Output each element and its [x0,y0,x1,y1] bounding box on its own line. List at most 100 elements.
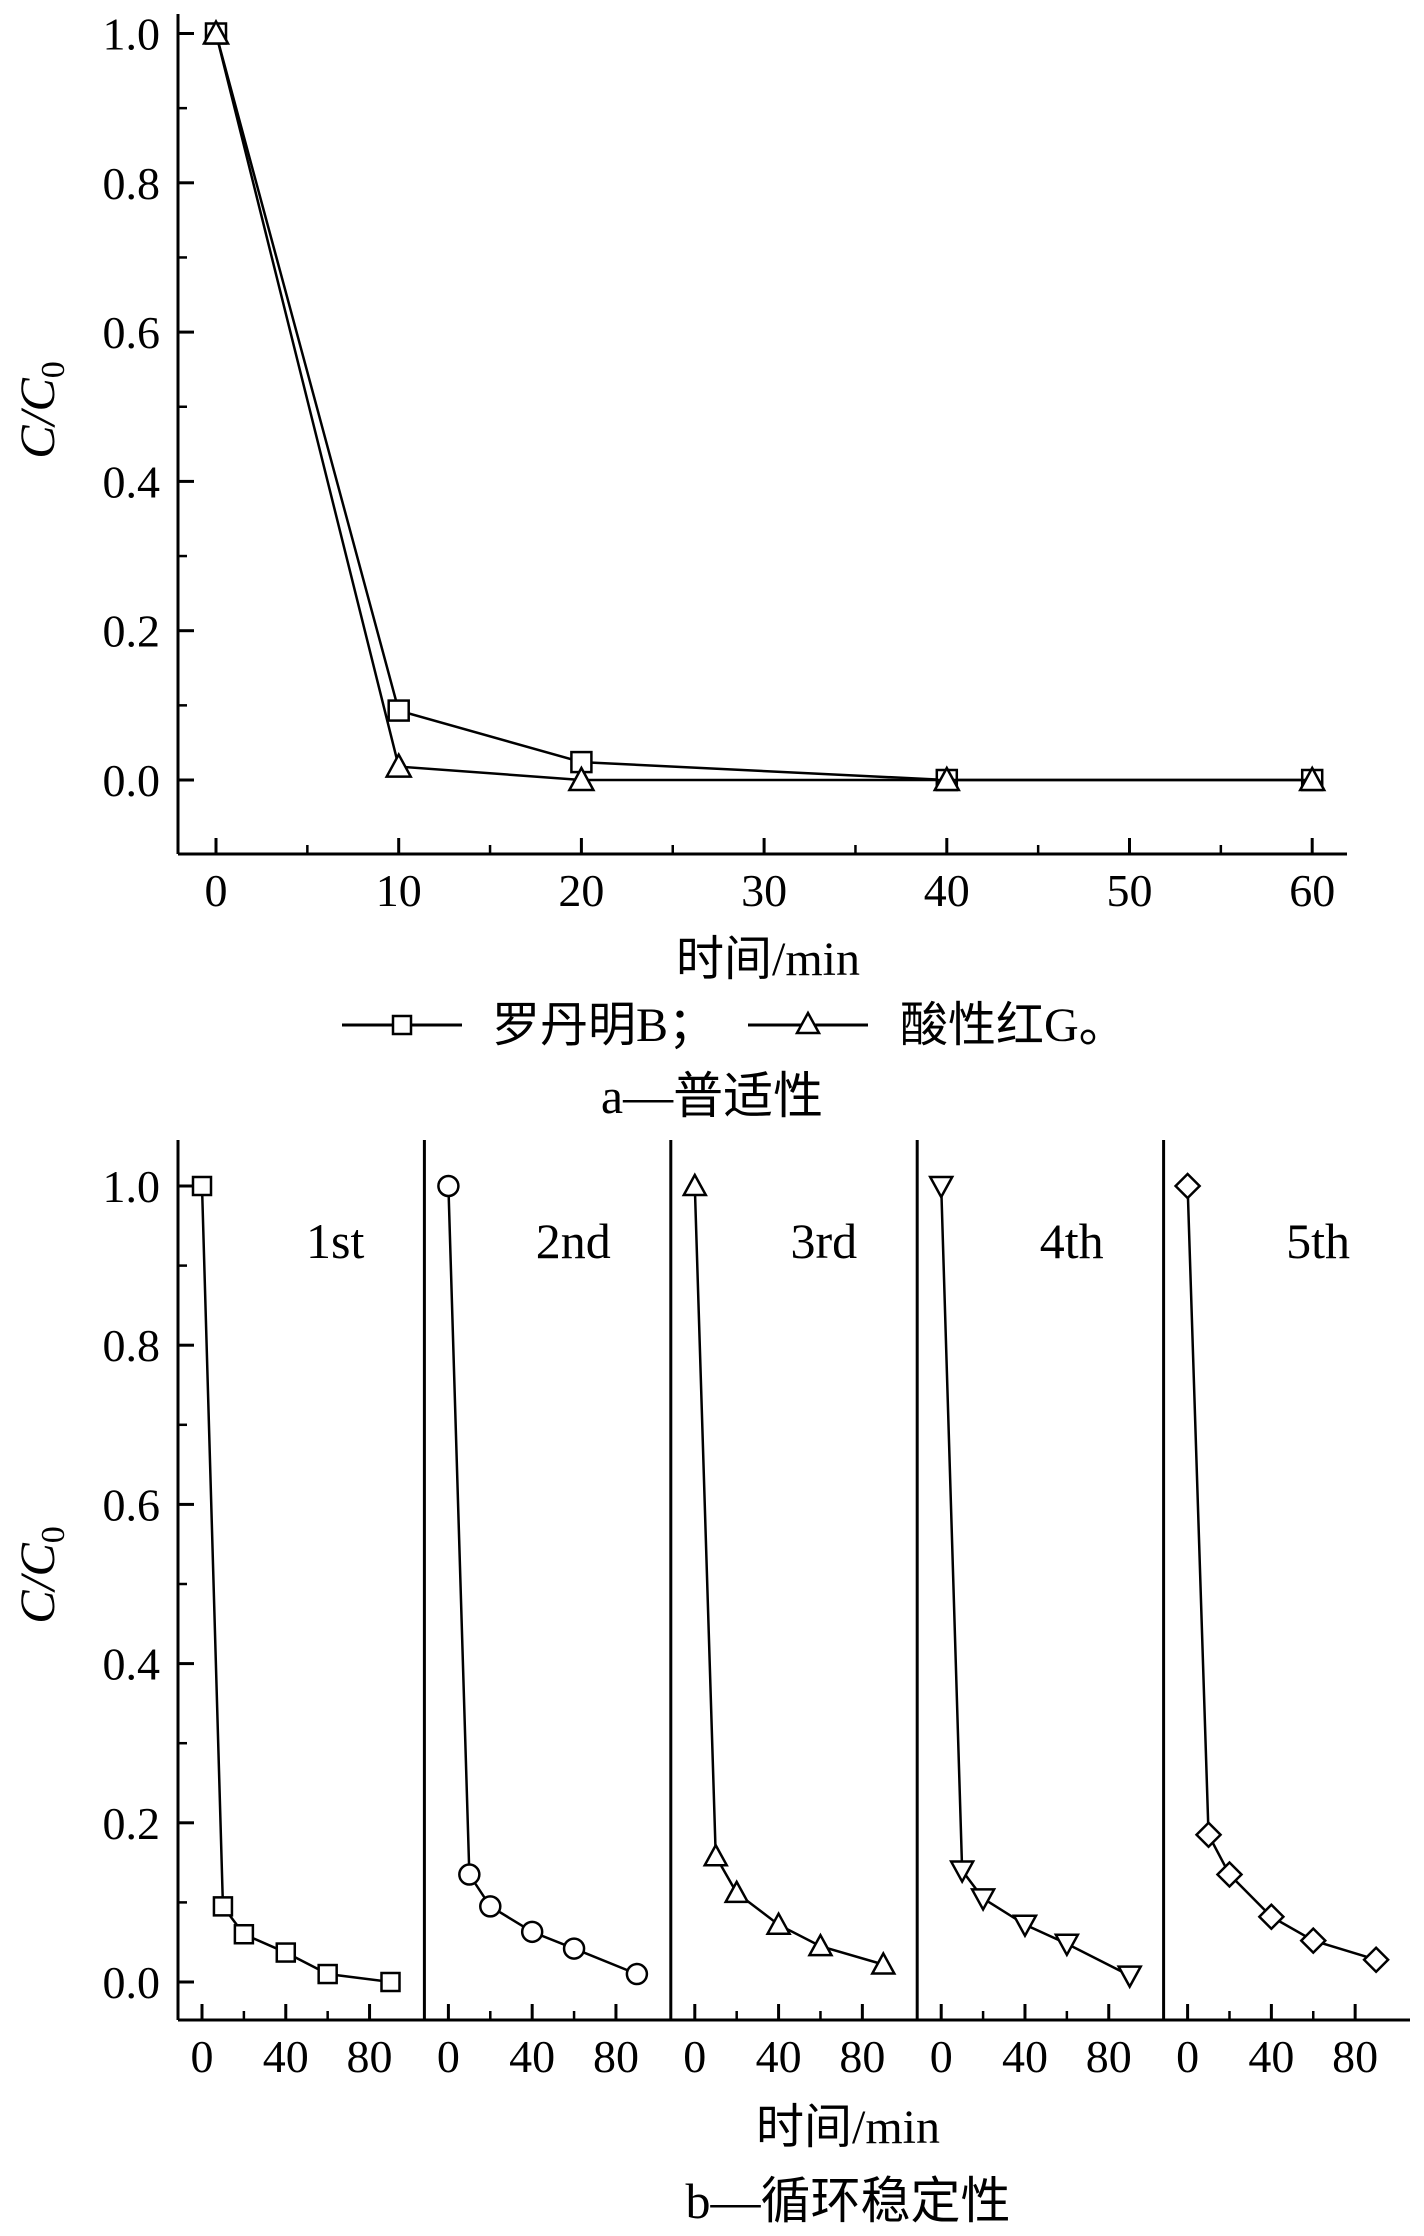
legend-label-acid-red-g: 酸性红G。 [900,999,1127,1052]
chart-b-series-line [200,1185,391,1984]
chart-b-y-tick-label: 0.4 [103,1639,161,1690]
chart-b-x-tick-label: 40 [756,2031,802,2082]
chart-b-point [233,1923,255,1945]
chart-b-y-tick-label: 0.2 [103,1798,161,1849]
chart-b-point [765,1911,792,1935]
chart-b-x-tick-label: 40 [1002,2031,1048,2082]
chart-b-point [479,1895,502,1918]
chart-b-y-axis-title: C/C0 [9,1526,72,1624]
chart-b-panel-label: 5th [1286,1213,1350,1269]
chart-b-point [1362,1945,1390,1974]
legend-triangle-marker [794,1010,822,1035]
chart-a-y-tick-label: 0.2 [103,606,161,657]
chart-b-x-tick-label: 0 [191,2031,214,2082]
chart-a-series-line [214,33,1313,782]
chart-b-panel-label: 2nd [536,1213,611,1269]
chart-b-x-tick-label: 40 [263,2031,309,2082]
chart-b-x-tick-label: 80 [839,2031,885,2082]
chart-a-point [201,18,231,45]
chart-b-cycle-stability: 0.0 0.2 0.4 0.6 0.8 1.0 0 40 80 1st 0 40 80 2nd 0 40 80 3… [9,1140,1410,2229]
chart-a-series-line [214,33,1313,782]
chart-a-x-tick-label: 10 [376,865,422,916]
chart-a-y-tick-label: 0.6 [103,307,161,358]
chart-b-point [275,1942,297,1963]
chart-b-y-tick-label: 0.0 [103,1957,161,2008]
chart-b-point [458,1863,481,1886]
chart-b-point [928,1175,955,1200]
chart-a-x-axis-title: 时间/min [676,933,860,986]
chart-b-series-line [1186,1185,1377,1961]
chart-b-panels: 0.0 0.2 0.4 0.6 0.8 1.0 0 40 80 1st 0 40 80 2nd 0 40 80 3… [103,1140,1410,2082]
chart-b-series-line [693,1185,884,1966]
chart-b-point [807,1932,834,1957]
chart-b-point [212,1896,234,1917]
chart-b-x-tick-label: 0 [930,2031,953,2082]
chart-b-x-axis-title: 时间/min [756,2101,940,2154]
chart-b-point [317,1963,338,1985]
chart-b-point [1257,1902,1286,1931]
chart-b-x-tick-label: 40 [509,2031,555,2082]
chart-a-x-tick-label: 20 [558,865,604,916]
chart-b-x-tick-label: 0 [437,2031,460,2082]
chart-a-x-tick-label: 60 [1289,865,1335,916]
chart-b-x-tick-label: 80 [593,2031,639,2082]
chart-b-x-tick-label: 80 [1086,2031,1132,2082]
chart-b-point [702,1842,729,1867]
chart-b-series-line [939,1185,1131,1977]
legend-label-rhodamine-b: 罗丹明B； [492,999,716,1052]
chart-b-series-line [447,1185,638,1976]
chart-a-universality: 0.0 0.2 0.4 0.6 0.8 1.0 0 10 20 30 40 50 60 C/C0 时间/… [9,9,1347,1124]
chart-a-series [201,18,1327,792]
chart-a-point [384,751,413,778]
chart-b-y-tick-label: 1.0 [103,1161,161,1212]
chart-a-axes [176,14,1347,856]
chart-b-x-tick-label: 40 [1248,2031,1294,2082]
chart-b-point [969,1888,997,1913]
chart-a-y-tick-label: 1.0 [103,9,161,60]
chart-b-point [949,1860,976,1885]
chart-a-y-tick-label: 0.0 [103,755,161,806]
chart-a-point [1298,765,1327,792]
chart-a-y-tick-label: 0.4 [103,456,161,507]
chart-b-point [562,1937,586,1960]
chart-b-point [681,1172,708,1197]
chart-b-y-tick-label: 0.8 [103,1320,161,1371]
chart-a-y-tick-label: 0.8 [103,158,161,209]
chart-b-point [437,1174,460,1198]
chart-a-point [932,765,961,792]
chart-a-point [567,765,596,792]
chart-a-y-axis-title: C/C0 [9,361,72,459]
chart-a-point [387,699,410,722]
chart-b-x-tick-label: 80 [1332,2031,1378,2082]
chart-b-point [191,1175,213,1197]
chart-b-x-tick-label: 80 [347,2031,393,2082]
chart-a-caption: a—普适性 [601,1068,823,1124]
chart-a-x-tick-label: 40 [924,865,970,916]
chart-a-legend: 罗丹明B； 酸性红G。 [342,999,1127,1052]
chart-a-x-tick-label: 0 [205,865,228,916]
chart-b-panel-label: 3rd [791,1213,858,1269]
chart-b-point [870,1950,897,1975]
chart-b-point [1011,1914,1039,1939]
chart-b-y-tick-label: 0.6 [103,1479,161,1530]
chart-b-point [1116,1965,1143,1990]
legend-square-marker [391,1014,413,1036]
chart-b-point [1215,1860,1244,1889]
chart-b-x-tick-label: 0 [683,2031,706,2082]
chart-b-caption: b—循环稳定性 [686,2173,1011,2229]
chart-b-point [1173,1172,1202,1200]
chart-b-panel-label: 1st [306,1213,364,1269]
chart-a-x-tick-label: 30 [741,865,787,916]
chart-b-point [1299,1926,1328,1955]
chart-b-point [723,1879,750,1904]
chart-b-point [380,1971,401,1993]
chart-a-ticks: 0.0 0.2 0.4 0.6 0.8 1.0 0 10 20 30 40 50 60 [103,9,1336,917]
chart-a-x-tick-label: 50 [1107,865,1153,916]
chart-b-point [1053,1933,1080,1958]
chart-b-panel-label: 4th [1040,1213,1104,1269]
chart-b-point [625,1962,649,1986]
chart-b-x-tick-label: 0 [1176,2031,1199,2082]
chart-b-point [1194,1820,1223,1849]
chart-b-point [520,1920,544,1944]
